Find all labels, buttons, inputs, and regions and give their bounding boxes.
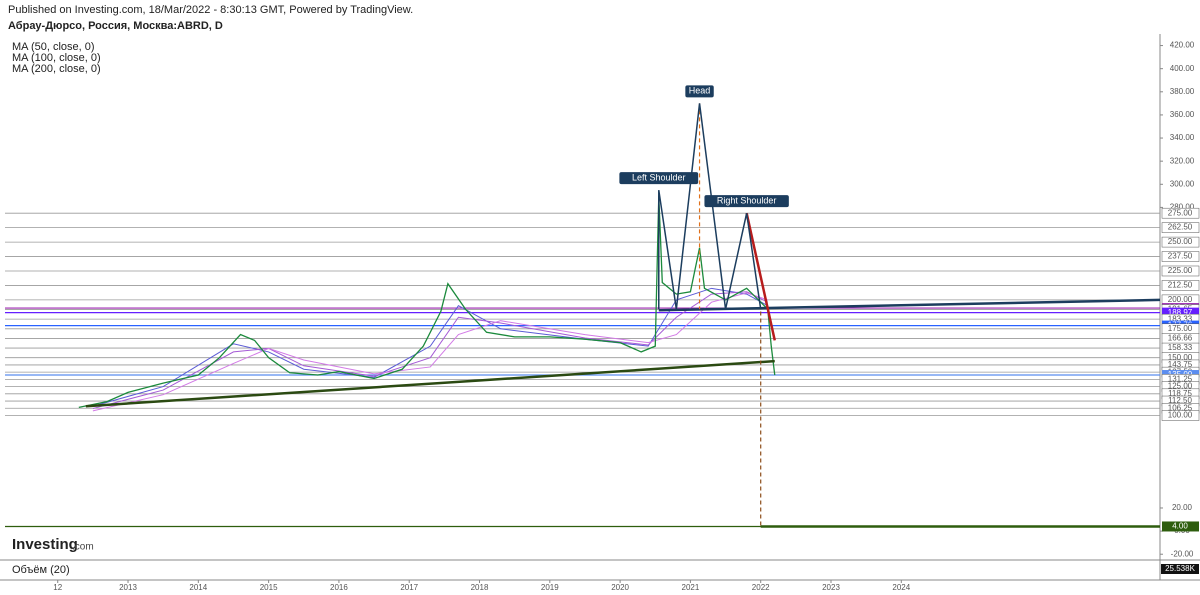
trendline — [85, 359, 775, 408]
y-tick-label: 300.00 — [1170, 179, 1195, 188]
pattern — [658, 103, 762, 310]
x-tick-label: 2024 — [892, 583, 910, 592]
level-label-box — [1161, 280, 1200, 291]
y-tick-label: 320.00 — [1170, 156, 1195, 165]
y-tick-label: 420.00 — [1170, 41, 1195, 50]
pattern-label: Head — [689, 86, 711, 96]
trendline — [658, 298, 1161, 312]
x-tick-label: 2023 — [822, 583, 840, 592]
pattern-label-box — [704, 195, 789, 208]
level-label: 166.66 — [1168, 334, 1193, 343]
y-tick-label: 340.00 — [1170, 133, 1195, 142]
indicator: MA (100, close, 0) — [12, 52, 101, 64]
level-label: 188.97 — [1168, 308, 1193, 317]
price-line — [78, 195, 776, 409]
level-label: 175.00 — [1168, 324, 1193, 333]
y-tick-label: 380.00 — [1170, 87, 1195, 96]
pattern-label-box — [685, 85, 714, 98]
level-label-box — [1161, 251, 1200, 262]
trendline — [745, 212, 776, 341]
x-tick-label: 2017 — [400, 583, 418, 592]
x-tick-label: 2013 — [119, 583, 137, 592]
chart-title: Абрау-Дюрсо, Россия, Москва:ABRD, D — [8, 20, 223, 32]
level-label: 100.00 — [1168, 411, 1193, 420]
y-tick-label: 400.00 — [1170, 64, 1195, 73]
level-label: 158.33 — [1168, 343, 1193, 352]
level-label-box — [1161, 265, 1200, 277]
level-label: 112.50 — [1168, 396, 1192, 405]
x-tick-label: 2021 — [682, 583, 700, 592]
level-label: 212.50 — [1168, 281, 1193, 290]
level-label: 262.50 — [1168, 223, 1193, 232]
level-label: 237.50 — [1168, 252, 1193, 261]
level-label: 143.75 — [1168, 360, 1193, 369]
logo-suffix: .com — [72, 542, 94, 553]
level-label: 125.00 — [1168, 382, 1193, 391]
x-tick-label: 2014 — [189, 583, 207, 592]
pattern-label: Right Shoulder — [717, 196, 777, 206]
x-tick-label: 2019 — [541, 583, 559, 592]
y-tick-label: 20.00 — [1172, 503, 1193, 512]
volume-label-box — [1161, 564, 1199, 574]
x-tick-label: 12 — [53, 583, 62, 592]
x-tick-label: 2016 — [330, 583, 348, 592]
level-label: 183.33 — [1168, 314, 1193, 323]
indicator: MA (50, close, 0) — [12, 41, 95, 53]
y-tick-label: -20.00 — [1171, 549, 1194, 558]
pattern-label-box — [619, 172, 699, 185]
level-label: 131.25 — [1168, 374, 1193, 383]
level-label: 118.75 — [1168, 389, 1192, 398]
level-label: 200.00 — [1168, 295, 1193, 304]
level-label: 225.00 — [1168, 266, 1193, 275]
x-tick-label: 2018 — [471, 583, 489, 592]
level-label: 106.25 — [1168, 403, 1193, 412]
level-label-box — [1161, 222, 1200, 233]
level-label-box — [1161, 207, 1200, 219]
published: Published on Investing.com, 18/Mar/2022 … — [8, 4, 413, 16]
logo: Investing — [12, 536, 78, 553]
level-label-box — [1161, 236, 1200, 248]
y-tick-label: 280.00 — [1170, 203, 1195, 212]
moving-average — [92, 292, 768, 412]
x-tick-label: 2022 — [752, 583, 770, 592]
level-label: 150.00 — [1168, 353, 1193, 362]
x-tick-label: 2020 — [611, 583, 629, 592]
level-label-box — [1162, 307, 1199, 318]
level-label: 250.00 — [1168, 237, 1193, 246]
level-label: 275.00 — [1168, 208, 1193, 217]
level-label-box — [1162, 521, 1199, 532]
moving-average — [92, 287, 768, 407]
level-label-box — [1161, 410, 1200, 421]
level-label: 4.00 — [1172, 522, 1188, 531]
x-tick-label: 2015 — [260, 583, 278, 592]
volume-last: 25.538K — [1165, 564, 1195, 573]
indicator: MA (200, close, 0) — [12, 63, 101, 75]
volume-title: Объём (20) — [12, 564, 70, 576]
y-tick-label: 360.00 — [1170, 110, 1195, 119]
pattern-label: Left Shoulder — [632, 172, 686, 182]
